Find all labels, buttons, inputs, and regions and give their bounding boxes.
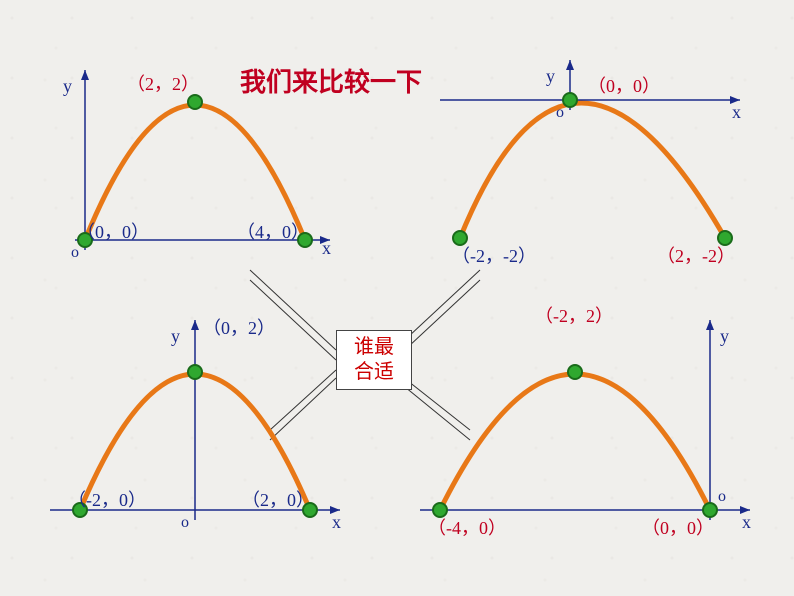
origin-label: o (718, 488, 726, 506)
x-axis-label: x (732, 102, 741, 123)
center-line-2: 合适 (354, 361, 394, 383)
point-label: （0，0） (642, 514, 714, 540)
origin-label: o (181, 514, 189, 532)
center-line-1: 谁最 (354, 336, 394, 358)
point-label: （2，-2） (657, 242, 735, 268)
x-axis-label: x (742, 512, 751, 533)
point-label: （-2，2） (535, 302, 613, 328)
point-label: （2，2） (127, 70, 199, 96)
point-label: （0，2） (203, 314, 275, 340)
y-axis-label: y (720, 326, 729, 347)
origin-label: o (71, 244, 79, 262)
center-question-box: 谁最 合适 (336, 330, 412, 390)
point-label: （-2，0） (68, 486, 146, 512)
y-axis-label: y (546, 66, 555, 87)
point-label: （-2，-2） (452, 242, 536, 268)
x-axis-label: x (322, 238, 331, 259)
point-label: （-4，0） (428, 514, 506, 540)
point-label: （2，0） (242, 486, 314, 512)
y-axis-label: y (63, 76, 72, 97)
chart-br (410, 310, 760, 540)
y-axis-label: y (171, 326, 180, 347)
point-label: （0，0） (77, 218, 149, 244)
point-label: （0，0） (588, 72, 660, 98)
x-axis-label: x (332, 512, 341, 533)
point-label: （4，0） (237, 218, 309, 244)
origin-label: o (556, 104, 564, 122)
